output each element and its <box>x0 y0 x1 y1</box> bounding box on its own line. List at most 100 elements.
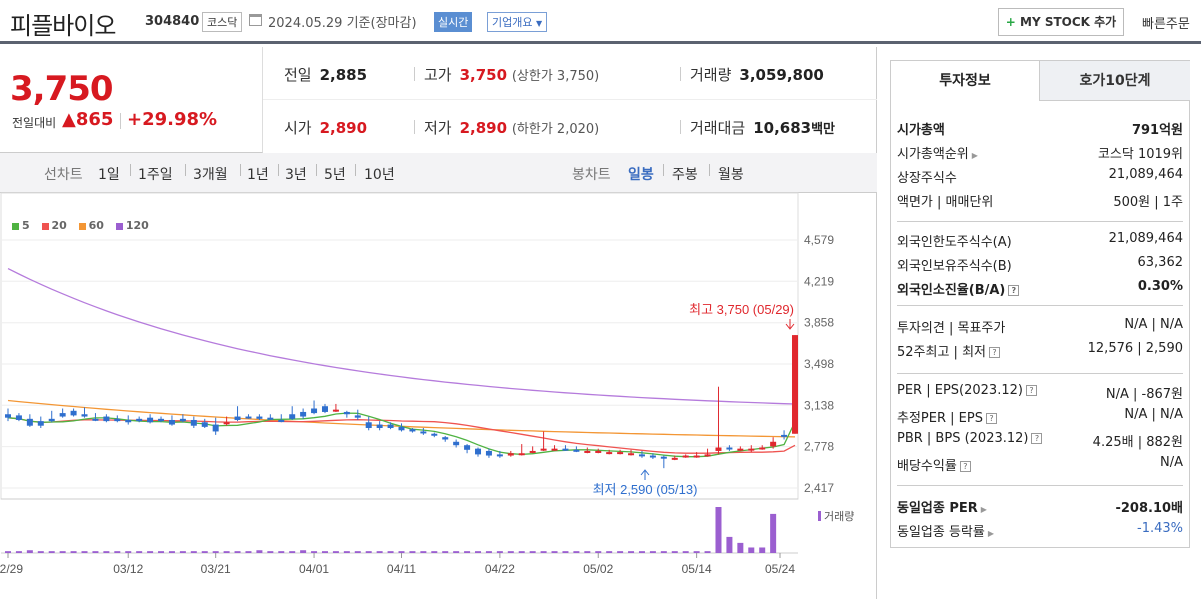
volume-bar <box>420 551 427 553</box>
volume-bar <box>332 551 339 553</box>
candle-body <box>726 447 733 450</box>
change-percent: +29.98% <box>127 109 218 130</box>
tab-orderbook[interactable]: 호가10단계 <box>1040 61 1190 101</box>
divider <box>185 164 186 176</box>
period-10y[interactable]: 10년 <box>364 167 395 183</box>
quote-date: 2024.05.29 기준(장마감) <box>268 16 417 31</box>
info-row-value: 0.30% <box>1137 279 1183 294</box>
divider <box>680 120 681 134</box>
period-1d[interactable]: 1일 <box>98 167 120 183</box>
candle-monthly[interactable]: 월봉 <box>718 167 744 183</box>
divider <box>316 164 317 176</box>
help-icon[interactable]: ? <box>1008 285 1020 296</box>
candle-body <box>715 447 722 451</box>
candle-body <box>507 453 514 456</box>
current-price: 3,750 <box>10 69 114 109</box>
x-tick-label: 05/14 <box>682 562 712 576</box>
volume-bar <box>507 551 514 553</box>
volume-bar <box>158 551 165 553</box>
y-tick-label: 2,417 <box>804 481 834 495</box>
divider <box>130 164 131 176</box>
volume-bar <box>595 551 602 553</box>
info-row-value: 4.25배 | 882원 <box>1092 435 1183 450</box>
candle-body <box>365 422 372 429</box>
candle-body <box>48 418 55 422</box>
plus-icon: + <box>1005 15 1016 29</box>
period-5y[interactable]: 5년 <box>324 167 346 183</box>
volume-bar <box>409 551 416 553</box>
volume-bar <box>278 551 285 553</box>
period-3m[interactable]: 3개월 <box>193 167 228 183</box>
calendar-icon <box>249 14 262 26</box>
corp-info-dropdown[interactable]: 기업개요 ▼ <box>487 12 548 32</box>
candle-body <box>168 419 175 425</box>
mystock-add-button[interactable]: + MY STOCK 추가 <box>998 8 1124 36</box>
volume-bar <box>136 551 143 553</box>
help-icon[interactable]: ? <box>989 347 1000 358</box>
low-price: 저가 2,890 (하한가 2,020) <box>424 119 600 137</box>
volume-bar <box>617 551 624 553</box>
period-3y[interactable]: 3년 <box>285 167 307 183</box>
info-row-value: 21,089,464 <box>1108 167 1183 182</box>
line-chart-label: 선차트 <box>44 167 83 183</box>
candle-weekly[interactable]: 주봉 <box>672 167 698 183</box>
candle-body <box>387 424 394 429</box>
tab-investment-info[interactable]: 투자정보 <box>891 61 1040 101</box>
stock-code: 304840 <box>145 14 200 29</box>
stock-chart[interactable]: 4,579 4,219 3,858 3,498 3,138 2,778 2,417 거래량 02… <box>0 0 877 599</box>
candle-body <box>289 414 296 419</box>
divider <box>278 164 279 176</box>
candle-body <box>59 413 66 417</box>
candle-body <box>660 456 667 459</box>
volume-bar <box>442 551 449 553</box>
volume-bar <box>245 551 252 553</box>
chevron-right-icon[interactable]: ▶ <box>971 151 978 160</box>
volume-bar <box>179 551 186 553</box>
candle-body <box>748 448 755 451</box>
realtime-button[interactable]: 실시간 <box>434 12 473 32</box>
volume-bar <box>92 551 99 553</box>
info-row-value: N/A <box>1160 455 1183 470</box>
volume-bar <box>529 551 536 553</box>
help-icon[interactable]: ? <box>1031 433 1043 444</box>
help-icon[interactable]: ? <box>959 461 971 472</box>
volume-bar <box>81 551 88 553</box>
candle-body <box>704 454 711 457</box>
chevron-right-icon[interactable]: ▶ <box>980 505 987 514</box>
x-tick-label: 04/01 <box>299 562 329 576</box>
candle-body <box>190 419 197 426</box>
divider <box>709 164 710 176</box>
chevron-right-icon[interactable]: ▶ <box>987 529 995 538</box>
info-row-label: 동일업종 등락률 ▶ <box>897 525 995 540</box>
period-1w[interactable]: 1주일 <box>138 167 173 183</box>
candle-daily[interactable]: 일봉 <box>628 167 654 183</box>
volume-bar <box>59 551 66 553</box>
ma-legend: 5 20 60 120 <box>12 219 149 232</box>
company-name[interactable]: 피플바이오 <box>10 12 116 40</box>
price-panel: 3,750 전일대비 ▲865 +29.98% 전일 2,885 고가 3,750 … <box>0 47 877 599</box>
candle-body <box>92 418 99 421</box>
divider <box>120 113 121 129</box>
candle-body <box>136 418 143 422</box>
market-badge: 코스닥 <box>202 12 243 32</box>
help-icon[interactable]: ? <box>1025 385 1037 396</box>
candle-body <box>5 414 11 418</box>
volume-bar <box>540 551 547 553</box>
candle-body <box>179 418 186 422</box>
help-icon[interactable]: ? <box>985 413 997 424</box>
volume-bar <box>770 513 777 553</box>
volume-bar <box>693 551 700 553</box>
volume-bar <box>311 551 318 553</box>
volume-bar <box>671 551 678 553</box>
divider <box>897 305 1183 306</box>
candle-body <box>781 434 788 437</box>
candle-body <box>81 414 88 417</box>
period-1y[interactable]: 1년 <box>247 167 269 183</box>
price-box: 3,750 전일대비 ▲865 +29.98% <box>0 47 263 153</box>
info-row-label: 시가총액 <box>897 123 945 138</box>
y-tick-label: 4,219 <box>804 274 834 288</box>
candle-body <box>759 447 766 450</box>
x-tick-label: 03/12 <box>113 562 143 576</box>
quick-order-button[interactable]: 빠른주문 <box>1142 17 1190 32</box>
divider <box>663 164 664 176</box>
